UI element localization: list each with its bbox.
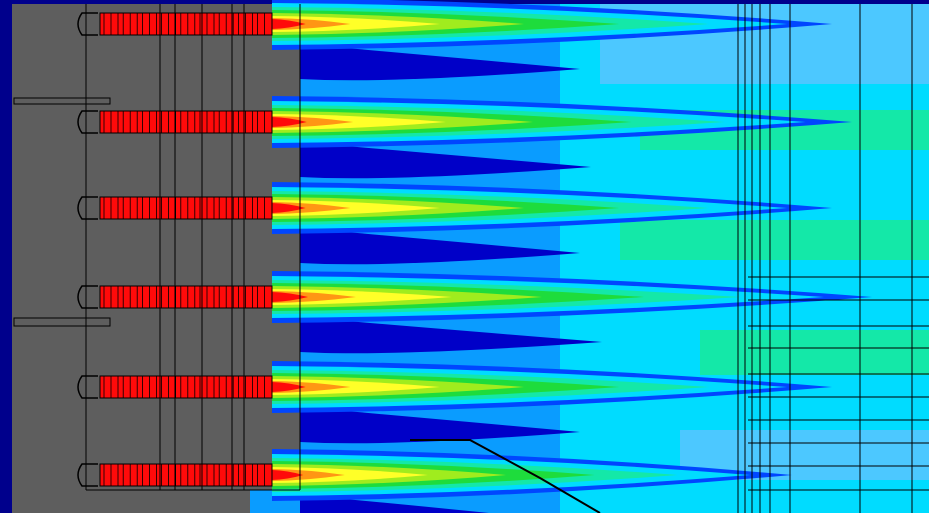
jet-wake-2	[300, 142, 591, 179]
solid-region	[12, 4, 300, 513]
jet-3-contour-8	[272, 203, 306, 213]
jet-1-contour-6	[272, 16, 440, 32]
nozzle-1	[99, 12, 273, 36]
far-field-band-3	[620, 220, 929, 260]
jet-wake-4	[300, 317, 602, 354]
deflector-edge	[410, 439, 601, 513]
jet-1-contour-8	[272, 19, 306, 29]
nozzle-5	[99, 375, 273, 399]
jet-4-contour-6	[272, 289, 452, 305]
nozzle-cap-3	[77, 196, 98, 220]
jet-2-contour-6	[272, 114, 446, 130]
plate-upper	[13, 97, 111, 105]
plate-lower	[13, 317, 111, 327]
jet-5-contour-6	[272, 379, 440, 395]
jet-wake-5	[300, 407, 580, 444]
nozzle-6	[99, 463, 273, 487]
nozzle-4	[99, 285, 273, 309]
jet-5-contour-8	[272, 382, 306, 392]
nozzle-cap-5	[77, 375, 98, 399]
jet-4-contour-8	[272, 292, 308, 302]
nozzle-cap-4	[77, 285, 98, 309]
jet-6-contour-6	[272, 467, 428, 483]
nozzle-cap-6	[77, 463, 98, 487]
jet-wake-1	[300, 44, 580, 81]
nozzle-3	[99, 196, 273, 220]
nozzle-cap-1	[77, 12, 98, 36]
far-field-band-4	[700, 330, 929, 375]
nozzle-cap-2	[77, 110, 98, 134]
jet-6-contour-8	[272, 470, 304, 480]
jet-2-contour-8	[272, 117, 307, 127]
jet-wake-3	[300, 228, 580, 265]
jet-3-contour-6	[272, 200, 440, 216]
nozzle-2	[99, 110, 273, 134]
